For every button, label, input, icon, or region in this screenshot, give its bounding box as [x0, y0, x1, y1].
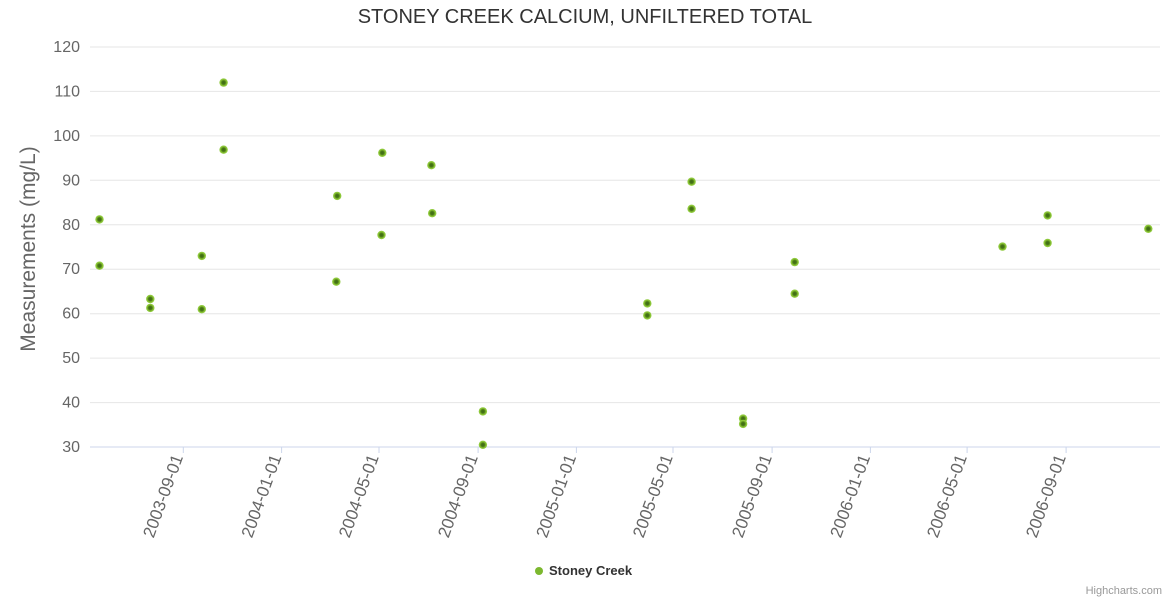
svg-text:70: 70 [62, 261, 80, 278]
svg-text:60: 60 [62, 306, 80, 323]
svg-text:2006-05-01: 2006-05-01 [923, 452, 971, 540]
svg-text:50: 50 [62, 350, 80, 367]
svg-text:2003-09-01: 2003-09-01 [139, 452, 187, 540]
svg-text:2004-09-01: 2004-09-01 [434, 452, 482, 540]
svg-text:2005-05-01: 2005-05-01 [629, 452, 677, 540]
svg-text:100: 100 [53, 128, 80, 145]
svg-text:2005-01-01: 2005-01-01 [533, 452, 581, 540]
svg-text:2004-05-01: 2004-05-01 [335, 452, 383, 540]
svg-text:40: 40 [62, 395, 80, 412]
svg-text:90: 90 [62, 172, 80, 189]
svg-text:2004-01-01: 2004-01-01 [238, 452, 286, 540]
svg-text:80: 80 [62, 217, 80, 234]
svg-text:110: 110 [54, 83, 80, 100]
svg-text:2006-09-01: 2006-09-01 [1022, 452, 1070, 540]
svg-text:30: 30 [62, 439, 80, 456]
svg-text:2006-01-01: 2006-01-01 [827, 452, 875, 540]
svg-text:120: 120 [53, 39, 80, 56]
svg-text:2005-09-01: 2005-09-01 [728, 452, 776, 540]
